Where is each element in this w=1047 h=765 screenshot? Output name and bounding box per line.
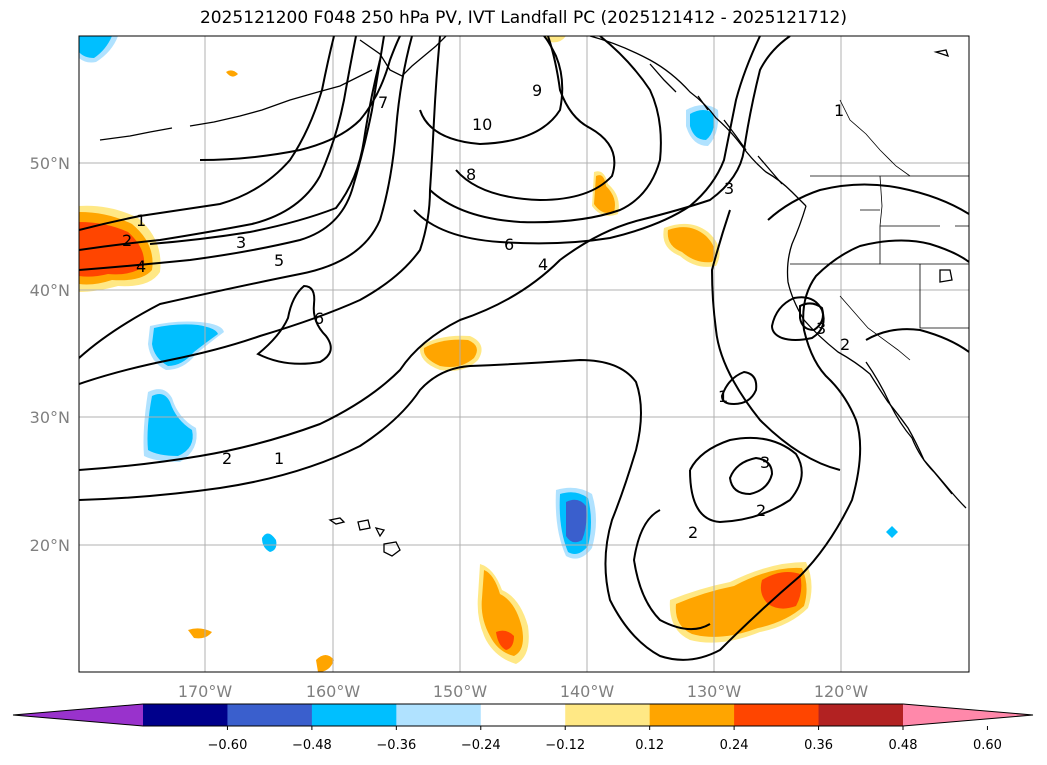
contour-label: 2 bbox=[222, 449, 232, 468]
contour-label: 4 bbox=[538, 255, 548, 274]
colorbar-outline bbox=[12, 703, 1034, 727]
contour-label: 2 bbox=[122, 231, 132, 250]
lat-label: 20°N bbox=[30, 536, 70, 555]
contour-label: 6 bbox=[504, 235, 514, 254]
ivt-contours bbox=[79, 36, 969, 661]
colorbar: −0.60 −0.48 −0.36 −0.24 −0.12 0.12 0.24 0.36 0.4… bbox=[12, 703, 1034, 753]
lon-label: 150°W bbox=[433, 682, 488, 701]
latitude-labels: 50°N 40°N 30°N 20°N bbox=[30, 154, 70, 555]
colorbar-segment bbox=[734, 704, 820, 726]
lat-label: 50°N bbox=[30, 154, 70, 173]
colorbar-extend-low bbox=[13, 704, 143, 726]
map-frame bbox=[78, 35, 970, 673]
colorbar-segment bbox=[143, 704, 228, 726]
colorbar-tick-label: 0.24 bbox=[720, 738, 749, 753]
lat-label: 30°N bbox=[30, 408, 70, 427]
colorbar-tick-label: 0.60 bbox=[973, 738, 1002, 753]
pv-shading bbox=[79, 36, 898, 672]
contour-label: 7 bbox=[378, 93, 388, 112]
contour-label: 10 bbox=[472, 115, 492, 134]
contour-label: 6 bbox=[314, 309, 324, 328]
lon-label: 130°W bbox=[687, 682, 742, 701]
contour-label: 1 bbox=[834, 101, 844, 120]
contour-label: 3 bbox=[236, 233, 246, 252]
contour-label: 3 bbox=[760, 453, 770, 472]
colorbar-segment bbox=[818, 704, 904, 726]
contour-label: 8 bbox=[466, 165, 476, 184]
map-area bbox=[79, 36, 969, 672]
contour-label: 2 bbox=[840, 335, 850, 354]
colorbar-segment bbox=[649, 704, 735, 726]
longitude-labels: 170°W 160°W 150°W 140°W 130°W 120°W bbox=[178, 682, 869, 701]
contour-label: 2 bbox=[688, 523, 698, 542]
map-title: 2025121200 F048 250 hPa PV, IVT Landfall… bbox=[199, 8, 847, 28]
contour-label: 2 bbox=[756, 501, 766, 520]
coastlines bbox=[99, 36, 967, 557]
contour-label: 9 bbox=[532, 81, 542, 100]
colorbar-segment bbox=[311, 704, 397, 726]
lat-label: 40°N bbox=[30, 281, 70, 300]
contour-label: 1 bbox=[274, 449, 284, 468]
lon-label: 160°W bbox=[306, 682, 361, 701]
contour-label: 4 bbox=[136, 257, 146, 276]
colorbar-tick-label: −0.24 bbox=[461, 738, 501, 753]
colorbar-tick-label: −0.12 bbox=[545, 738, 585, 753]
contour-label: 3 bbox=[724, 179, 734, 198]
colorbar-segment bbox=[396, 704, 482, 726]
lon-label: 120°W bbox=[814, 682, 869, 701]
lon-label: 140°W bbox=[560, 682, 615, 701]
lon-label: 170°W bbox=[178, 682, 233, 701]
colorbar-segment bbox=[227, 704, 313, 726]
contour-label: 3 bbox=[816, 319, 826, 338]
colorbar-tick-label: −0.36 bbox=[376, 738, 416, 753]
contour-label: 5 bbox=[274, 251, 284, 270]
colorbar-tick-label: 0.36 bbox=[804, 738, 833, 753]
colorbar-segment bbox=[480, 704, 566, 726]
colorbar-tick-label: −0.48 bbox=[292, 738, 332, 753]
contour-label: 1 bbox=[718, 387, 728, 406]
contour-labels: 1 2 4 3 5 6 7 10 9 8 6 4 3 1 1 2 3 2 1 2… bbox=[122, 81, 850, 542]
colorbar-extend-high bbox=[903, 704, 1033, 726]
contour-label: 1 bbox=[136, 211, 146, 230]
colorbar-segment bbox=[565, 704, 651, 726]
political-borders bbox=[790, 99, 969, 361]
colorbar-tick-label: 0.48 bbox=[889, 738, 918, 753]
colorbar-tick-label: 0.12 bbox=[635, 738, 664, 753]
colorbar-tick-label: −0.60 bbox=[208, 738, 248, 753]
